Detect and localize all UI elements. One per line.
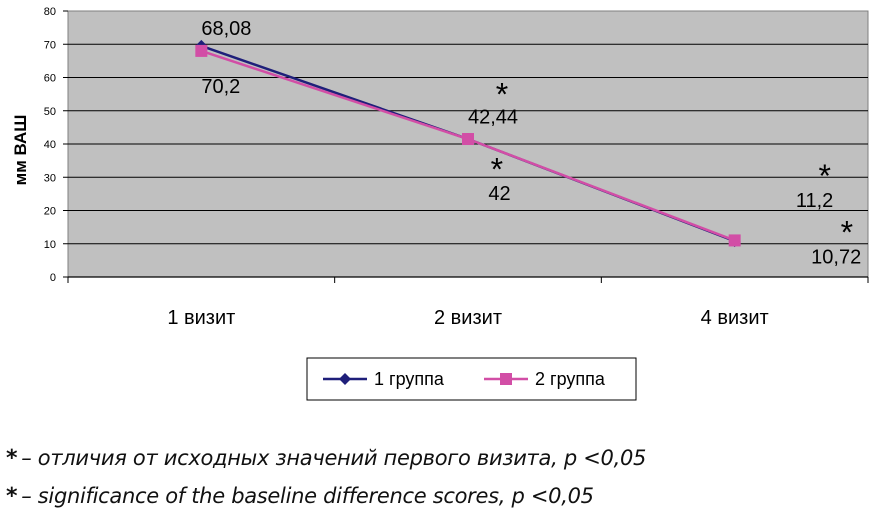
footnote-ru-star: * [6, 446, 18, 471]
legend-label-series-1: 1 группа [374, 369, 445, 389]
y-tick-label: 0 [50, 272, 56, 284]
series-2-point [728, 234, 741, 247]
y-tick-label: 70 [44, 39, 56, 51]
legend-label-series-2: 2 группа [535, 369, 606, 389]
significance-star: * [496, 76, 508, 112]
significance-star: * [819, 158, 831, 194]
y-tick-label: 10 [44, 239, 56, 251]
x-axis-ticks: 1 визит 2 визит 4 визит [67, 276, 869, 329]
y-tick-label: 40 [44, 139, 56, 151]
data-label: 70,2 [201, 76, 240, 98]
series-2-point [195, 44, 208, 57]
y-tick-label: 50 [44, 106, 56, 118]
data-label: 42,44 [468, 107, 518, 129]
legend: 1 группа 2 группа [306, 357, 637, 401]
series-group [195, 39, 741, 248]
series-2-point [462, 133, 474, 146]
footnote-en-text: – significance of the baseline differenc… [21, 484, 594, 508]
significance-star: * [841, 214, 853, 250]
x-tick-label: 1 визит [167, 307, 235, 329]
x-tick-label: 4 визит [701, 307, 769, 329]
footnote-en: * – significance of the baseline differen… [6, 484, 594, 509]
footnote-ru: * – отличия от исходных значений первого … [6, 446, 646, 471]
y-axis-ticks: 0 10 20 30 40 50 60 70 80 [44, 6, 68, 284]
y-tick-label: 30 [44, 172, 56, 184]
legend-marker-series-2 [500, 373, 512, 385]
significance-star: * [491, 151, 503, 187]
data-label: 11,2 [796, 190, 833, 212]
x-tick-label: 2 визит [434, 307, 502, 329]
footnote-ru-text: – отличия от исходных значений первого в… [21, 446, 647, 470]
footnote-en-star: * [6, 484, 18, 509]
data-label: 68,08 [201, 18, 251, 40]
y-axis-label: мм ВАШ [11, 115, 30, 186]
legend-marker-series-1 [339, 373, 351, 385]
data-label: 10,72 [811, 246, 861, 268]
data-label: 42 [488, 183, 510, 205]
y-tick-label: 20 [44, 206, 56, 218]
y-tick-label: 80 [44, 6, 56, 18]
y-tick-label: 60 [44, 73, 56, 85]
